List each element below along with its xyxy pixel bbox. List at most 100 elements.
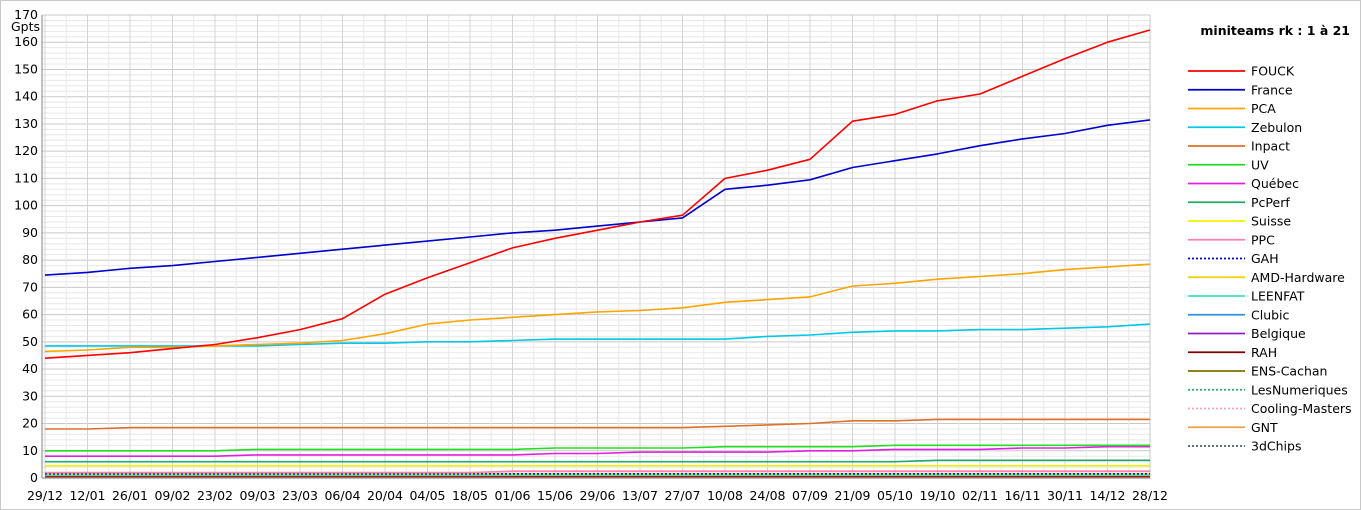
legend-item: PPC (1188, 232, 1275, 247)
y-tick-label: 50 (22, 334, 38, 349)
y-tick-label: 160 (14, 34, 38, 49)
y-tick-label: 10 (22, 443, 38, 458)
series-line-pca (44, 263, 1151, 353)
legend-item: Belgique (1188, 326, 1306, 341)
legend-label: GAH (1251, 251, 1279, 266)
legend-label: AMD-Hardware (1251, 270, 1345, 285)
legend-item: Québec (1188, 176, 1299, 191)
x-tick-label: 05/10 (877, 488, 913, 503)
x-tick-label: 10/08 (707, 488, 743, 503)
legend: FOUCK France PCA Zebulon Inpact UV Québec PcPer… (1188, 64, 1352, 454)
series-line-qu-bec (45, 445, 1150, 458)
x-tick-label: 18/05 (452, 488, 488, 503)
x-tick-label: 02/11 (962, 488, 998, 503)
legend-label: Belgique (1251, 326, 1306, 341)
series-lines (44, 29, 1151, 479)
legend-label: LEENFAT (1251, 289, 1305, 304)
y-axis-label: Gpts (11, 19, 40, 34)
y-tick-label: 140 (14, 89, 38, 104)
x-tick-label: 23/03 (282, 488, 318, 503)
legend-item: LesNumeriques (1188, 382, 1348, 397)
x-tick-label: 15/06 (537, 488, 573, 503)
x-tick-label: 04/05 (409, 488, 445, 503)
legend-label: Cooling-Masters (1251, 401, 1352, 416)
legend-label: PPC (1251, 232, 1275, 247)
legend-item: Zebulon (1188, 120, 1302, 135)
y-tick-label: 70 (22, 279, 38, 294)
series-line-ppc (45, 470, 1150, 474)
legend-item: GNT (1188, 420, 1278, 435)
x-tick-label: 12/01 (69, 488, 105, 503)
legend-item: GAH (1188, 251, 1279, 266)
x-tick-label: 29/12 (27, 488, 63, 503)
x-tick-label: 23/02 (197, 488, 233, 503)
y-tick-label: 100 (14, 198, 38, 213)
x-tick-label: 20/04 (367, 488, 403, 503)
x-tick-label: 09/02 (154, 488, 190, 503)
legend-item: Suisse (1188, 214, 1291, 229)
legend-label: France (1251, 82, 1293, 97)
series-line-fouck (44, 29, 1151, 359)
x-tick-label: 13/07 (622, 488, 658, 503)
x-tick-label: 24/08 (749, 488, 785, 503)
legend-item: LEENFAT (1188, 289, 1305, 304)
series-line-france (44, 119, 1151, 276)
x-tick-label: 19/10 (919, 488, 955, 503)
legend-label: Zebulon (1251, 120, 1302, 135)
x-tick-label: 06/04 (324, 488, 360, 503)
y-tick-label: 30 (22, 388, 38, 403)
x-tick-label: 16/11 (1004, 488, 1040, 503)
legend-label: FOUCK (1251, 64, 1295, 79)
y-tick-label: 110 (14, 170, 38, 185)
legend-label: 3dChips (1251, 439, 1301, 454)
y-tick-label: 170 (14, 7, 38, 22)
series-line-pcperf (45, 459, 1150, 463)
y-tick-label: 20 (22, 416, 38, 431)
legend-item: RAH (1188, 345, 1277, 360)
x-tick-label: 27/07 (664, 488, 700, 503)
series-line-inpact (45, 418, 1150, 430)
legend-item: PcPerf (1188, 195, 1290, 210)
legend-item: Inpact (1188, 139, 1290, 154)
legend-label: LesNumeriques (1251, 382, 1348, 397)
x-tick-label: 14/12 (1089, 488, 1125, 503)
y-tick-label: 120 (14, 143, 38, 158)
legend-label: Inpact (1251, 139, 1290, 154)
legend-item: France (1188, 82, 1293, 97)
y-tick-label: 60 (22, 307, 38, 322)
legend-item: PCA (1188, 101, 1276, 116)
legend-item: AMD-Hardware (1188, 270, 1345, 285)
plot-area (42, 15, 1150, 478)
y-tick-label: 0 (30, 470, 38, 485)
legend-item: Clubic (1188, 307, 1290, 322)
x-tick-label: 07/09 (792, 488, 828, 503)
x-tick-label: 09/03 (239, 488, 275, 503)
x-tick-label: 26/01 (112, 488, 148, 503)
y-tick-label: 150 (14, 61, 38, 76)
legend-item: UV (1188, 157, 1269, 172)
chart-title: miniteams rk : 1 à 21 (1200, 23, 1350, 38)
legend-label: RAH (1251, 345, 1277, 360)
legend-label: ENS-Cachan (1251, 364, 1327, 379)
x-tick-label: 28/12 (1132, 488, 1168, 503)
legend-item: 3dChips (1188, 439, 1301, 454)
legend-label: Suisse (1251, 214, 1291, 229)
x-tick-label: 01/06 (494, 488, 530, 503)
grid (42, 14, 1151, 479)
x-tick-label: 29/06 (579, 488, 615, 503)
legend-label: GNT (1251, 420, 1278, 435)
legend-item: FOUCK (1188, 64, 1295, 79)
x-tick-label: 30/11 (1047, 488, 1083, 503)
legend-item: Cooling-Masters (1188, 401, 1352, 416)
y-tick-label: 80 (22, 252, 38, 267)
series-line-uv (45, 444, 1150, 452)
legend-label: Clubic (1251, 307, 1290, 322)
y-tick-label: 90 (22, 225, 38, 240)
legend-label: UV (1251, 157, 1269, 172)
legend-label: PCA (1251, 101, 1276, 116)
x-tick-label: 21/09 (834, 488, 870, 503)
y-tick-label: 40 (22, 361, 38, 376)
legend-item: ENS-Cachan (1188, 364, 1327, 379)
legend-label: PcPerf (1251, 195, 1290, 210)
